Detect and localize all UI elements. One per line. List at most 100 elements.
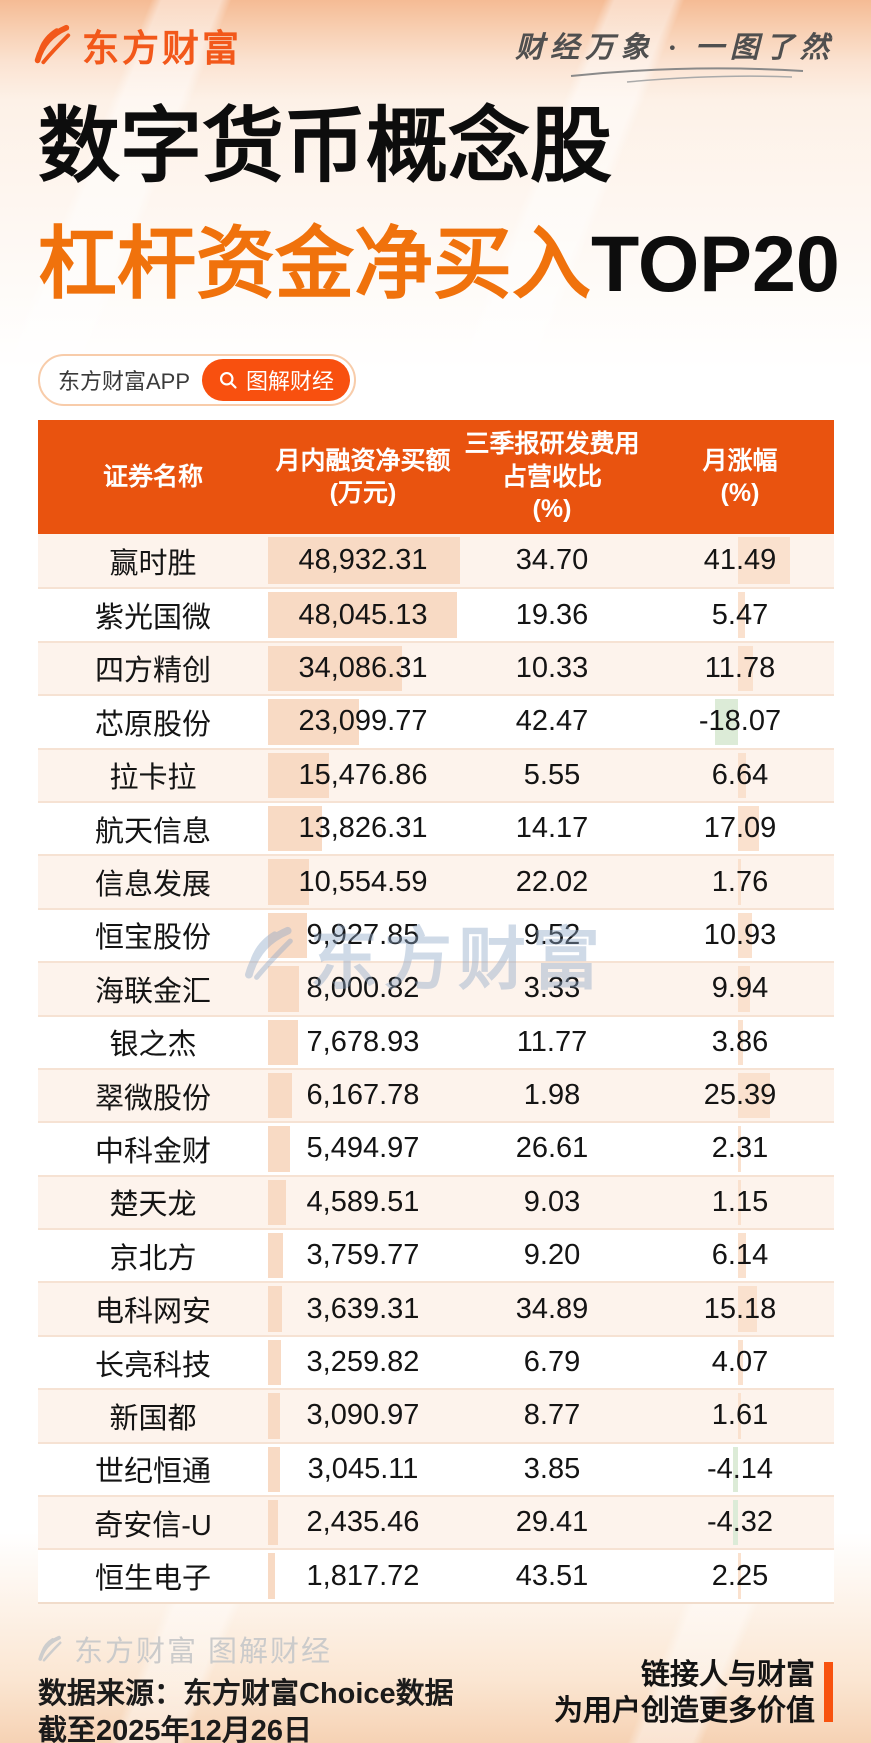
monthly-change-value: 9.94 xyxy=(711,972,769,1005)
net-buy-value: 1,817.72 xyxy=(306,1559,420,1592)
net-buy-value: 10,554.59 xyxy=(298,865,428,898)
net-buy-value: 2,435.46 xyxy=(306,1506,420,1539)
col-header-monthly-change: 月涨幅 (%) xyxy=(646,420,834,534)
monthly-change-value: 1.61 xyxy=(711,1399,769,1432)
col-header-net-buy: 月内融资净买额 (万元) xyxy=(268,420,458,534)
monthly-change-bar xyxy=(732,1446,738,1493)
table-row: 海联金汇 8,000.82 3.33 9.94 xyxy=(38,961,834,1015)
net-buy-bar xyxy=(268,537,460,585)
net-buy-value: 48,045.13 xyxy=(298,598,428,631)
eastmoney-flame-icon xyxy=(38,1635,62,1662)
col-header-line: (%) xyxy=(720,479,760,507)
table-row: 信息发展 10,554.59 22.02 1.76 xyxy=(38,854,834,908)
net-buy-value: 3,045.11 xyxy=(307,1452,419,1485)
net-buy-value: 9,927.85 xyxy=(306,918,420,951)
net-buy-value: 3,259.82 xyxy=(306,1346,420,1379)
table-row: 紫光国微 48,045.13 19.36 5.47 xyxy=(38,587,834,641)
net-buy-bar xyxy=(268,1393,281,1439)
page-title-line1: 数字货币概念股 xyxy=(38,101,613,192)
net-buy-value: 13,826.31 xyxy=(298,812,428,845)
page-title-line2: 杠杆资金净买入TOP20 xyxy=(38,224,840,303)
eastmoney-flame-icon xyxy=(34,24,71,65)
table-header: 证券名称 月内融资净买额 (万元) 三季报研发费用 占营收比 (%) 月涨幅 (… xyxy=(38,420,834,534)
brand-logo: 东方财富 xyxy=(28,18,242,72)
monthly-change-bar xyxy=(738,645,753,692)
monthly-change-value: -4.14 xyxy=(706,1452,774,1485)
monthly-change-value: 10.93 xyxy=(703,918,777,951)
stock-name: 拉卡拉 xyxy=(109,762,197,795)
net-buy-value: 23,099.77 xyxy=(298,705,428,738)
monthly-change-bar xyxy=(738,1393,741,1439)
table-row: 京北方 3,759.77 9.20 6.14 xyxy=(38,1228,834,1282)
col-header-line: 月内融资净买额 xyxy=(275,446,451,475)
net-buy-value: 34,086.31 xyxy=(298,651,428,684)
net-buy-value: 5,494.97 xyxy=(306,1132,420,1165)
table-row: 电科网安 3,639.31 34.89 15.18 xyxy=(38,1281,834,1335)
net-buy-bar xyxy=(268,1286,283,1332)
stock-name: 赢时胜 xyxy=(109,547,197,580)
net-buy-bar xyxy=(268,1179,286,1226)
net-buy-bar xyxy=(268,1339,281,1386)
rd-ratio-value: 6.79 xyxy=(523,1346,581,1379)
monthly-change-value: 17.09 xyxy=(703,812,777,845)
net-buy-value: 7,678.93 xyxy=(306,1025,420,1058)
table-row: 恒生电子 1,817.72 43.51 2.25 xyxy=(38,1548,834,1602)
monthly-change-bar xyxy=(738,1179,741,1226)
rd-ratio-value: 10.33 xyxy=(515,651,589,684)
stock-name: 世纪恒通 xyxy=(94,1456,211,1489)
monthly-change-bar xyxy=(738,1019,743,1065)
monthly-change-bar xyxy=(738,752,747,798)
monthly-change-bar xyxy=(738,912,752,959)
col-header-line: 证券名称 xyxy=(102,462,203,491)
monthly-change-value: 1.15 xyxy=(711,1185,769,1218)
net-buy-bar xyxy=(268,1553,276,1599)
tujie-caijing-button-label: 图解财经 xyxy=(246,369,335,394)
data-source-line1: 数据来源：东方财富Choice数据 xyxy=(38,1678,454,1710)
monthly-change-value: 25.39 xyxy=(703,1079,777,1112)
table-row: 航天信息 13,826.31 14.17 17.09 xyxy=(38,800,834,855)
rd-ratio-value: 43.51 xyxy=(515,1559,589,1592)
stock-name: 航天信息 xyxy=(94,815,211,848)
stock-name: 海联金汇 xyxy=(94,975,211,1008)
footer-brand-text: 东方财富 图解财经 xyxy=(74,1636,333,1668)
brand-name: 东方财富 xyxy=(82,28,242,69)
app-badge-label: 东方财富APP xyxy=(58,369,191,394)
monthly-change-value: 1.76 xyxy=(711,865,769,898)
monthly-change-value: 15.18 xyxy=(703,1292,777,1325)
monthly-change-value: 5.47 xyxy=(711,598,769,631)
monthly-change-value: 6.14 xyxy=(711,1239,769,1272)
app-badge-pill: 东方财富APP 图解财经 xyxy=(38,354,357,406)
table-row: 银之杰 7,678.93 11.77 3.86 xyxy=(38,1014,834,1068)
table-row: 奇安信-U 2,435.46 29.41 -4.32 xyxy=(38,1495,834,1549)
net-buy-bar xyxy=(268,645,402,692)
rd-ratio-value: 3.85 xyxy=(523,1452,581,1485)
net-buy-bar xyxy=(268,805,323,852)
monthly-change-value: 2.31 xyxy=(711,1132,769,1165)
rd-ratio-value: 1.98 xyxy=(523,1079,581,1112)
monthly-change-value: 11.78 xyxy=(704,651,776,684)
net-buy-bar xyxy=(268,966,300,1012)
stock-name: 翠微股份 xyxy=(94,1082,211,1115)
page-title-highlight: 杠杆资金净买入 xyxy=(38,219,591,308)
monthly-change-bar xyxy=(738,537,790,585)
stock-name: 楚天龙 xyxy=(109,1189,197,1222)
net-buy-bar xyxy=(268,752,329,798)
table-row: 恒宝股份 9,927.85 9.52 10.93 xyxy=(38,907,834,962)
rd-ratio-value: 26.61 xyxy=(515,1132,589,1165)
net-buy-value: 3,639.31 xyxy=(306,1292,420,1325)
table-body: 赢时胜 48,932.31 34.70 41.49 紫光国微 48,045.13… xyxy=(38,534,834,1604)
monthly-change-value: 41.49 xyxy=(703,544,777,577)
monthly-change-bar xyxy=(715,699,738,745)
stock-name: 四方精创 xyxy=(94,655,211,688)
rd-ratio-value: 11.77 xyxy=(516,1025,588,1058)
rd-ratio-value: 34.70 xyxy=(515,544,589,577)
net-buy-bar xyxy=(268,592,457,638)
rd-ratio-value: 9.03 xyxy=(523,1185,581,1218)
net-buy-bar xyxy=(268,859,310,905)
rd-ratio-value: 9.20 xyxy=(523,1239,581,1272)
col-header-stock-name: 证券名称 xyxy=(38,420,268,534)
footer-slogan: 链接人与财富 为用户创造更多价值 xyxy=(554,1658,815,1730)
tujie-caijing-button[interactable]: 图解财经 xyxy=(202,359,351,401)
table-row: 拉卡拉 15,476.86 5.55 6.64 xyxy=(38,747,834,801)
